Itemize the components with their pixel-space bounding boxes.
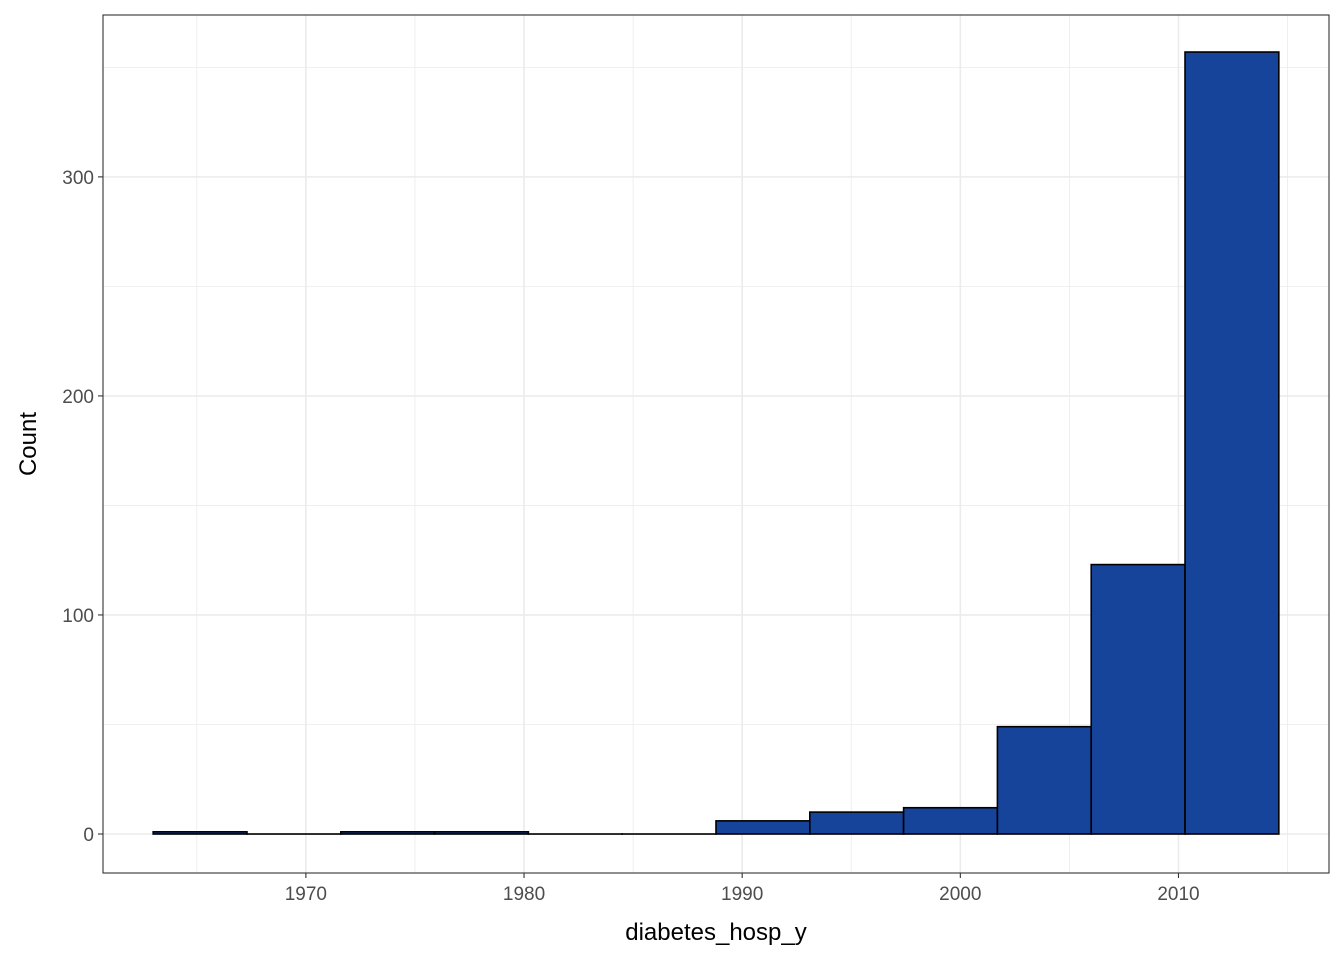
y-axis-title: Count [15,412,42,476]
y-tick-label: 100 [62,606,94,627]
x-tick-label: 2000 [939,884,981,905]
histogram-bar [715,820,811,835]
histogram-bars [152,51,1280,835]
plot-border [102,14,1330,874]
histogram-bar [339,831,436,835]
x-tick-label: 1980 [503,884,545,905]
histogram-bar [1184,51,1280,835]
x-tick-label: 1970 [285,884,327,905]
histogram-bar [152,831,248,835]
histogram-bar [433,831,530,835]
y-tick-label: 0 [83,825,94,846]
histogram-bar [1090,563,1186,835]
x-tick-label: 2010 [1157,884,1199,905]
histogram-bar [902,806,999,835]
histogram-bar [996,725,1093,835]
x-tick-label: 1990 [721,884,763,905]
x-axis-title: diabetes_hosp_y [625,919,806,946]
y-tick-label: 200 [62,387,94,408]
x-axis: 1970 1980 1990 2000 2010 [285,873,1200,905]
y-axis: 0 100 200 300 [62,168,103,846]
y-tick-label: 300 [62,168,94,189]
histogram-bar [809,811,905,835]
